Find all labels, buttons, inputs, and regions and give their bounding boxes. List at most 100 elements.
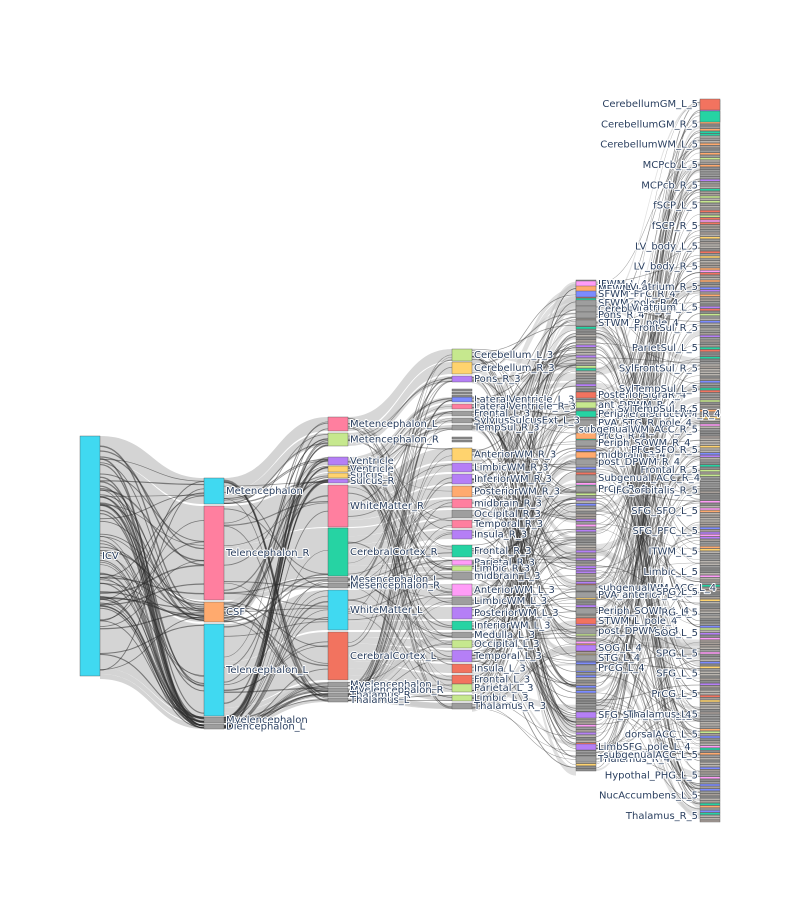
node-level6-minor[interactable] [700, 482, 720, 484]
node-level5-minor[interactable] [576, 506, 596, 508]
node-level5[interactable] [576, 592, 596, 598]
node-level2[interactable] [204, 717, 224, 723]
node-level5-minor[interactable] [576, 639, 596, 641]
node-level5-minor[interactable] [576, 686, 596, 688]
node-level6-minor[interactable] [700, 460, 720, 462]
node-level5[interactable] [576, 440, 596, 446]
node-level6-minor[interactable] [700, 239, 720, 241]
node-level6-minor[interactable] [700, 227, 720, 229]
node-level5-minor[interactable] [576, 691, 596, 693]
node-level6-minor[interactable] [700, 594, 720, 596]
node-level5-minor[interactable] [576, 470, 596, 472]
node-level6-minor[interactable] [700, 698, 720, 700]
node-level4[interactable] [452, 448, 472, 461]
node-level6-minor[interactable] [700, 743, 720, 745]
node-level6-minor[interactable] [700, 266, 720, 268]
node-level6-minor[interactable] [700, 234, 720, 236]
node-level5[interactable] [576, 306, 596, 312]
node-level6-minor[interactable] [700, 434, 720, 436]
node-level5-minor[interactable] [576, 548, 596, 550]
node-level6-minor[interactable] [700, 374, 720, 376]
node-level5-minor[interactable] [576, 376, 596, 378]
node-level5[interactable] [576, 608, 596, 614]
node-icv[interactable] [80, 436, 100, 676]
node-level5-minor[interactable] [576, 345, 596, 347]
node-level6-minor[interactable] [700, 179, 720, 181]
node-level6-minor[interactable] [700, 755, 720, 757]
node-level6-minor[interactable] [700, 172, 720, 174]
node-level6-minor[interactable] [700, 390, 720, 392]
node-level4-minor[interactable] [452, 440, 472, 442]
node-level6-minor[interactable] [700, 722, 720, 724]
node-level5-minor[interactable] [576, 602, 596, 604]
node-level6-minor[interactable] [700, 194, 720, 196]
node-level6-minor[interactable] [700, 770, 720, 772]
node-level6-minor[interactable] [700, 717, 720, 719]
node-level6-minor[interactable] [700, 467, 720, 469]
node-level6-minor[interactable] [700, 628, 720, 630]
node-level4[interactable] [452, 463, 472, 472]
node-level6-minor[interactable] [700, 162, 720, 164]
node-level4[interactable] [452, 607, 472, 619]
node-level6-minor[interactable] [700, 659, 720, 661]
node-level5-minor[interactable] [576, 576, 596, 578]
node-level3[interactable] [328, 583, 348, 588]
node-level6-minor[interactable] [700, 498, 720, 500]
node-level6-minor[interactable] [700, 820, 720, 822]
node-level6-minor[interactable] [700, 203, 720, 205]
node-level3[interactable] [328, 485, 348, 527]
node-level6-minor[interactable] [700, 328, 720, 330]
node-level6-minor[interactable] [700, 302, 720, 304]
node-level4-minor[interactable] [452, 395, 472, 397]
node-level6-minor[interactable] [700, 815, 720, 817]
node-level6-minor[interactable] [700, 669, 720, 671]
node-level6-minor[interactable] [700, 465, 720, 467]
node-level6-minor[interactable] [700, 129, 720, 131]
node-level5-minor[interactable] [576, 722, 596, 724]
node-level6-minor[interactable] [700, 791, 720, 793]
node-level6-minor[interactable] [700, 155, 720, 157]
node-level5-minor[interactable] [576, 543, 596, 545]
node-level3[interactable] [328, 466, 348, 472]
node-level3[interactable] [328, 479, 348, 483]
node-level6-minor[interactable] [700, 798, 720, 800]
node-level6-minor[interactable] [700, 657, 720, 659]
node-level6-minor[interactable] [700, 772, 720, 774]
node-level6-minor[interactable] [700, 635, 720, 637]
node-level5-minor[interactable] [576, 753, 596, 755]
node-level6-minor[interactable] [700, 652, 720, 654]
node-level6-minor[interactable] [700, 263, 720, 265]
node-level6-minor[interactable] [700, 741, 720, 743]
node-level6-minor[interactable] [700, 777, 720, 779]
node-level6-minor[interactable] [700, 270, 720, 272]
node-level6-minor[interactable] [700, 138, 720, 140]
node-level4[interactable] [452, 530, 472, 539]
node-level2[interactable] [204, 724, 224, 729]
node-level5[interactable] [576, 475, 596, 481]
node-level6-minor[interactable] [700, 688, 720, 690]
node-level6-minor[interactable] [700, 474, 720, 476]
node-level6-minor[interactable] [700, 522, 720, 524]
node-level6-minor[interactable] [700, 282, 720, 284]
node-level6-minor[interactable] [700, 177, 720, 179]
node-level6-minor[interactable] [700, 443, 720, 445]
node-level4[interactable] [452, 520, 472, 528]
node-level6-minor[interactable] [700, 278, 720, 280]
node-level6-minor[interactable] [700, 294, 720, 296]
node-level6-minor[interactable] [700, 261, 720, 263]
node-level6-minor[interactable] [700, 405, 720, 407]
node-level6-minor[interactable] [700, 206, 720, 208]
node-level5-minor[interactable] [576, 540, 596, 542]
node-level6-minor[interactable] [700, 477, 720, 479]
node-level6-minor[interactable] [700, 146, 720, 148]
node-level4[interactable] [452, 684, 472, 692]
node-level6-minor[interactable] [700, 299, 720, 301]
node-level6-minor[interactable] [700, 218, 720, 220]
node-level6-minor[interactable] [700, 525, 720, 527]
node-level5-minor[interactable] [576, 519, 596, 521]
node-level6-minor[interactable] [700, 438, 720, 440]
node-level6-minor[interactable] [700, 734, 720, 736]
node-level6-minor[interactable] [700, 731, 720, 733]
node-level5-minor[interactable] [576, 579, 596, 581]
node-level6-minor[interactable] [700, 494, 720, 496]
